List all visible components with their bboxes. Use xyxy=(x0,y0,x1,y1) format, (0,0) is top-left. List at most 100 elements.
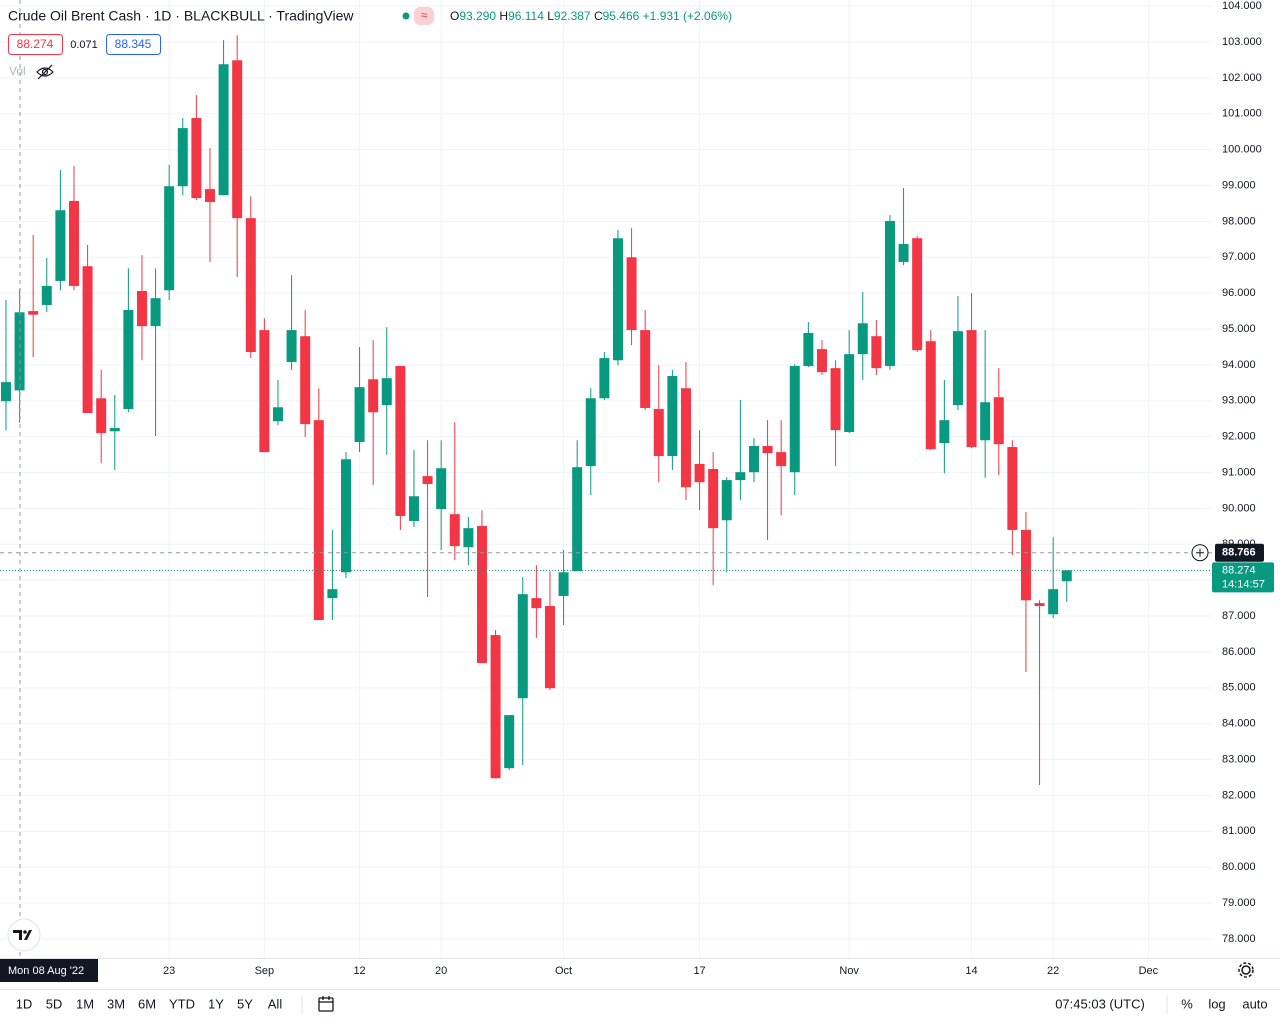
candle-body xyxy=(925,341,936,450)
y-tick-label: 78.000 xyxy=(1222,933,1256,945)
ohlc-key: O xyxy=(450,9,459,23)
scale-button[interactable]: log xyxy=(1208,996,1225,1011)
candle-body xyxy=(966,330,977,448)
candle-body xyxy=(286,330,297,363)
candle-body xyxy=(14,312,25,391)
y-tick-label: 90.000 xyxy=(1222,502,1256,514)
candle-body xyxy=(245,218,256,352)
bid-box[interactable] xyxy=(8,34,63,55)
crosshair-price-label: 88.766 xyxy=(1222,547,1256,559)
candle-body xyxy=(612,238,623,361)
range-button[interactable]: 1M xyxy=(76,996,94,1011)
range-button[interactable]: 6M xyxy=(138,996,156,1011)
scale-button[interactable]: % xyxy=(1181,996,1193,1011)
y-tick-label: 83.000 xyxy=(1222,753,1256,765)
ohlc-key: C xyxy=(594,9,603,23)
ohlc-change: +1.931 (+2.06%) xyxy=(643,9,732,23)
status-pill[interactable] xyxy=(414,7,434,25)
candle-body xyxy=(844,354,855,432)
candle-body xyxy=(1048,589,1059,615)
y-tick-label: 95.000 xyxy=(1222,323,1256,335)
status-icon: ≈ xyxy=(421,8,428,22)
range-button[interactable]: 3M xyxy=(107,996,125,1011)
candle-body xyxy=(232,60,243,219)
x-tick-label: 20 xyxy=(435,965,447,977)
candle-body xyxy=(490,635,501,779)
candle-body xyxy=(136,290,147,327)
y-tick-label: 82.000 xyxy=(1222,789,1256,801)
candle-body xyxy=(735,472,746,481)
candle-body xyxy=(259,330,270,453)
x-tick-label: Sep xyxy=(255,965,275,977)
price-axis xyxy=(1212,0,1280,958)
crosshair-date-label: Mon 08 Aug '22 xyxy=(8,965,84,977)
x-tick-label: 17 xyxy=(693,965,705,977)
candle-body xyxy=(789,365,800,473)
y-tick-label: 93.000 xyxy=(1222,395,1256,407)
range-button[interactable]: 1D xyxy=(16,996,33,1011)
ask-box[interactable] xyxy=(106,34,161,55)
date-range-icon[interactable] xyxy=(318,996,334,1012)
range-button[interactable]: YTD xyxy=(169,996,195,1011)
candle-body xyxy=(109,428,120,432)
range-button[interactable]: 5D xyxy=(46,996,63,1011)
candle-body xyxy=(436,468,447,510)
candle-body xyxy=(1020,529,1031,601)
volume-label: Vol xyxy=(9,64,26,78)
ask-price: 88.345 xyxy=(115,37,152,51)
overlay xyxy=(0,0,1212,958)
x-tick-label: 22 xyxy=(1047,965,1059,977)
y-tick-label: 87.000 xyxy=(1222,610,1256,622)
candle-body xyxy=(123,310,134,410)
settings-icon[interactable] xyxy=(1238,962,1254,978)
range-button[interactable]: 1Y xyxy=(208,996,224,1011)
candle-body xyxy=(218,64,229,196)
candle-body xyxy=(150,298,161,327)
candle-body xyxy=(0,382,11,402)
candle-body xyxy=(395,365,406,516)
candle-body xyxy=(558,572,569,596)
candle-body xyxy=(939,420,950,444)
candle-body xyxy=(572,467,583,572)
range-button[interactable]: All xyxy=(268,996,283,1011)
last-price-label: 88.274 xyxy=(1222,564,1256,576)
candle-body xyxy=(340,459,351,573)
last-price-tag xyxy=(1212,562,1274,593)
x-tick-label: Nov xyxy=(839,965,859,977)
ohlc-key: H xyxy=(499,9,508,23)
y-tick-label: 86.000 xyxy=(1222,646,1256,658)
crosshair-price-tag xyxy=(1215,543,1264,562)
candle-body xyxy=(68,200,79,286)
crosshair-date-tag xyxy=(0,959,98,982)
y-tick-label: 80.000 xyxy=(1222,861,1256,873)
candle-body xyxy=(776,452,787,467)
candle-body xyxy=(952,331,963,406)
candle-body xyxy=(82,266,93,413)
y-tick-label: 104.000 xyxy=(1222,0,1262,12)
candle-body xyxy=(408,496,419,521)
candle-body xyxy=(762,445,773,454)
candle-body xyxy=(680,388,691,488)
range-button[interactable]: 5Y xyxy=(237,996,253,1011)
y-tick-label: 84.000 xyxy=(1222,718,1256,730)
status-dot[interactable] xyxy=(402,12,410,20)
candle-body xyxy=(41,285,52,305)
ohlc-value: 96.114 xyxy=(508,9,544,23)
candle-body xyxy=(28,311,39,315)
ohlc-value: 92.387 xyxy=(554,9,591,23)
candle-body xyxy=(830,368,841,431)
y-tick-label: 98.000 xyxy=(1222,215,1256,227)
spread: 0.071 xyxy=(70,39,98,51)
ohlc-value: 93.290 xyxy=(459,9,496,23)
y-tick-label: 81.000 xyxy=(1222,825,1256,837)
candle-body xyxy=(422,476,433,485)
hide-volume-icon[interactable] xyxy=(36,64,54,80)
scale-button[interactable]: auto xyxy=(1242,996,1267,1011)
axes: 78.000 79.000 80.000 81.000 82.000 83.000 84.0… xyxy=(1212,0,1274,945)
tv-logo[interactable] xyxy=(7,918,41,952)
candle-body xyxy=(354,387,365,443)
y-tick-label: 85.000 xyxy=(1222,682,1256,694)
clock[interactable]: 07:45:03 (UTC) xyxy=(1055,996,1145,1011)
y-tick-label: 91.000 xyxy=(1222,466,1256,478)
